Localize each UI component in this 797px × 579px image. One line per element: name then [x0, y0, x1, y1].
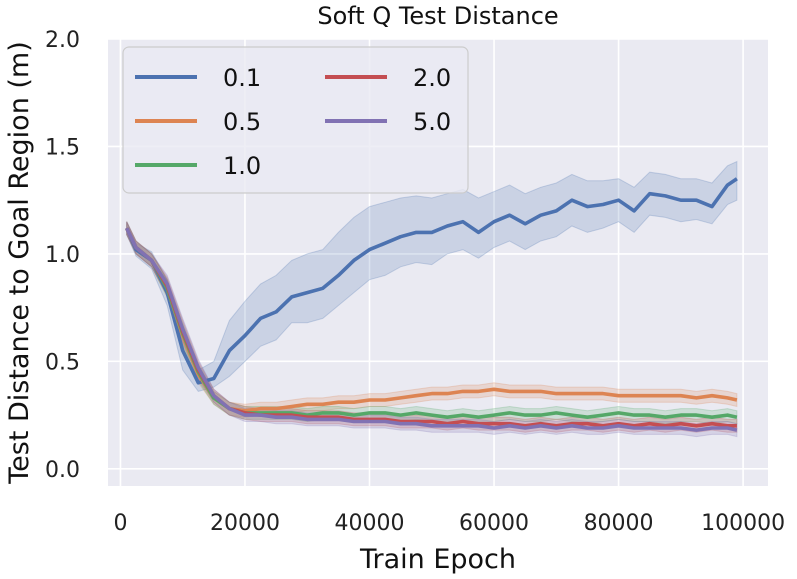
y-tick-label: 0.5: [45, 350, 80, 375]
x-tick-label: 40000: [335, 511, 405, 536]
band-series-2.0: [126, 221, 738, 433]
legend-label-5.0: 5.0: [413, 108, 451, 136]
y-tick-label: 2.0: [45, 28, 80, 53]
y-tick-label: 1.0: [45, 243, 80, 268]
x-tick-label: 60000: [459, 511, 529, 536]
x-tick-labels: 0 20000 40000 60000 80000 100000: [113, 511, 785, 536]
x-tick-label: 0: [113, 511, 127, 536]
legend-label-1.0: 1.0: [223, 152, 261, 180]
legend-label-0.1: 0.1: [223, 64, 261, 92]
y-tick-label: 1.5: [45, 135, 80, 160]
line-series-0.1: [125, 177, 738, 385]
line-series-5.0: [125, 227, 738, 432]
band-series-0.5: [126, 221, 738, 418]
legend-label-0.5: 0.5: [223, 108, 261, 136]
legend-label-2.0: 2.0: [413, 64, 451, 92]
series-lines: [125, 177, 738, 432]
confidence-bands: [126, 160, 738, 438]
y-tick-labels: 0.0 0.5 1.0 1.5 2.0: [45, 28, 80, 483]
x-tick-label: 100000: [701, 511, 785, 536]
x-tick-label: 80000: [584, 511, 654, 536]
y-axis-title: Test Distance to Goal Region (m): [4, 41, 35, 485]
x-axis-title: Train Epoch: [359, 544, 516, 575]
legend-frame: [122, 46, 469, 194]
chart-title: Soft Q Test Distance: [317, 2, 558, 30]
band-series-0.1: [126, 160, 738, 392]
y-tick-label: 0.0: [45, 458, 80, 483]
x-tick-label: 20000: [210, 511, 280, 536]
legend: 0.1 0.5 1.0 2.0 5.0: [122, 46, 469, 194]
